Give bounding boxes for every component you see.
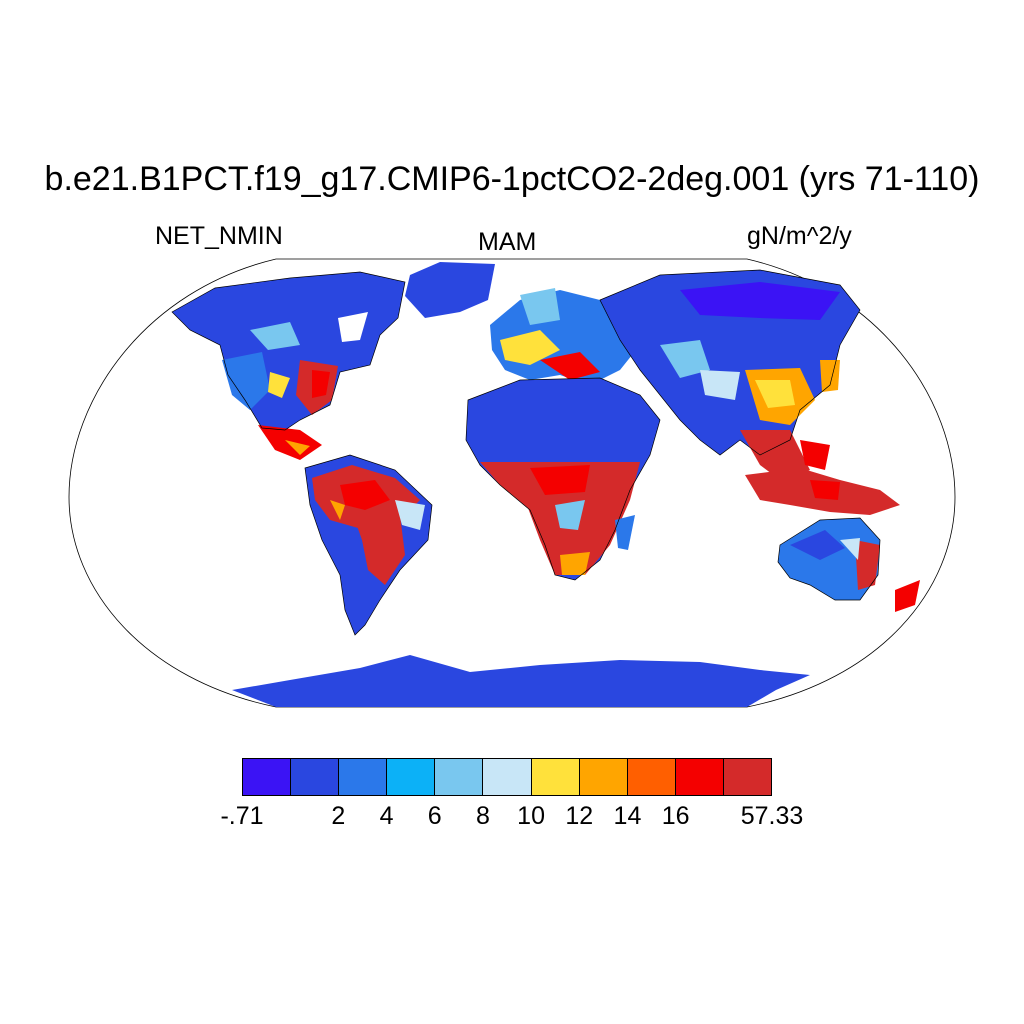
season-label: MAM	[478, 228, 537, 256]
antarctica	[232, 655, 810, 707]
colorbar-box	[339, 759, 388, 795]
colorbar-tick-label: 4	[379, 802, 394, 830]
colorbar-box	[483, 759, 532, 795]
colorbar-box	[243, 759, 292, 795]
colorbar-box	[675, 759, 724, 795]
colorbar-box	[291, 759, 340, 795]
colorbar-tick-label: 10	[517, 802, 545, 830]
colorbar-tick-label: 57.33	[740, 802, 804, 830]
colorbar-box	[579, 759, 628, 795]
colorbar-tick-label: 12	[565, 802, 594, 830]
colorbar	[242, 758, 772, 796]
variable-label: NET_NMIN	[155, 222, 283, 250]
north-america	[172, 262, 495, 460]
colorbar-tick-label: 8	[475, 802, 490, 830]
south-america	[305, 455, 432, 635]
colorbar-tick-label: -.71	[220, 802, 264, 830]
southeast-asia-islands	[745, 468, 900, 515]
colorbar-box	[627, 759, 676, 795]
colorbar-tick-label: 14	[613, 802, 642, 830]
colorbar-tick-label: 16	[661, 802, 690, 830]
colorbar-box	[387, 759, 436, 795]
colorbar-box	[723, 759, 772, 795]
colorbar-tick-label: 6	[427, 802, 442, 830]
coastlines	[171, 269, 881, 636]
plot-title: b.e21.B1PCT.f19_g17.CMIP6-1pctCO2-2deg.0…	[44, 160, 980, 198]
australia	[778, 518, 920, 612]
europe	[490, 288, 640, 385]
colorbar-box	[435, 759, 484, 795]
colorbar-tick-label: 2	[331, 802, 346, 830]
asia	[600, 270, 860, 480]
units-label: gN/m^2/y	[747, 222, 852, 250]
colorbar-box	[531, 759, 580, 795]
africa	[466, 378, 660, 580]
